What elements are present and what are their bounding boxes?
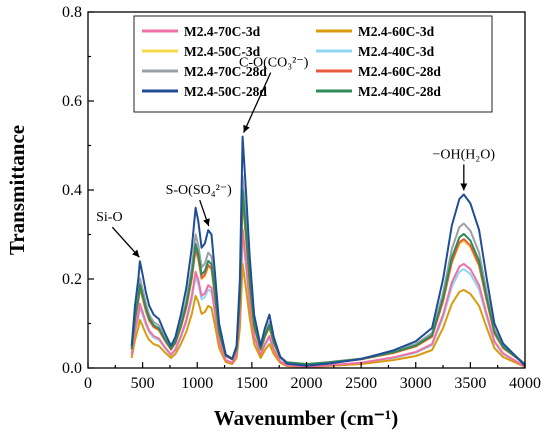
annotation-arrowhead: [243, 124, 250, 133]
x-tick-label: 1000: [181, 375, 213, 392]
legend: M2.4-70C-3d M2.4-60C-3d M2.4-50C-3d M2.4-40…: [133, 15, 493, 113]
legend-label: M2.4-40C-3d: [358, 44, 435, 59]
y-tick-label: 0.8: [62, 4, 82, 21]
legend-label: M2.4-50C-28d: [184, 84, 267, 99]
y-tick-label: 0.0: [62, 360, 82, 377]
x-tick-label: 3500: [454, 375, 486, 392]
annotation-label: C-O(CO₃²⁻): [239, 56, 309, 71]
x-tick-label: 2000: [291, 375, 323, 392]
x-tick-label: 1500: [236, 375, 268, 392]
x-tick-label: 4000: [509, 375, 541, 392]
annotation-arrow: [243, 72, 272, 133]
legend-label: M2.4-60C-3d: [358, 24, 435, 39]
y-tick-label: 0.6: [62, 93, 82, 110]
annotation-arrowhead: [132, 249, 140, 258]
x-tick-label: 3000: [400, 375, 432, 392]
annotations: Si-O S-O(SO₄²⁻) C-O(CO₃²⁻) −OH(H₂O): [96, 56, 495, 258]
annotation-label: S-O(SO₄²⁻): [166, 183, 233, 198]
annotation-label: Si-O: [96, 210, 122, 225]
x-tick-label: 2500: [345, 375, 377, 392]
legend-label: M2.4-60C-28d: [358, 64, 441, 79]
y-axis-title: Transmittance: [5, 125, 29, 255]
annotation-arrowhead: [203, 218, 210, 227]
legend-label: M2.4-50C-3d: [184, 44, 261, 59]
ticks-layer: 0 500 1000 1500 2000 2500 3000 3500 4000 0.0 0.2 0.…: [62, 4, 541, 392]
annotation-label: −OH(H₂O): [433, 147, 496, 162]
legend-box: [133, 15, 493, 113]
y-tick-label: 0.2: [62, 271, 82, 288]
annotation-arrowhead: [460, 183, 468, 191]
series-line: [130, 188, 526, 366]
legend-label: M2.4-70C-3d: [184, 24, 261, 39]
x-tick-label: 500: [131, 375, 155, 392]
x-axis-title: Wavenumber (cm⁻¹): [214, 406, 398, 430]
legend-label: M2.4-40C-28d: [358, 84, 441, 99]
series-layer: [130, 135, 526, 368]
x-tick-label: 0: [84, 375, 92, 392]
legend-label: M2.4-70C-28d: [184, 64, 267, 79]
y-tick-label: 0.4: [62, 182, 82, 199]
series-line: [130, 135, 526, 367]
